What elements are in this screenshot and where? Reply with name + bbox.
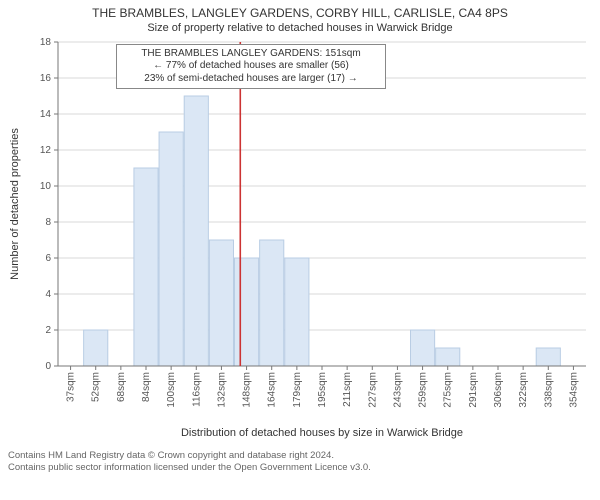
svg-text:8: 8: [45, 217, 51, 228]
svg-text:179sqm: 179sqm: [292, 372, 303, 408]
svg-text:354sqm: 354sqm: [568, 372, 579, 408]
svg-text:322sqm: 322sqm: [518, 372, 529, 408]
svg-text:132sqm: 132sqm: [216, 372, 227, 408]
svg-text:Number of detached properties: Number of detached properties: [9, 127, 21, 279]
footer: Contains HM Land Registry data © Crown c…: [0, 446, 600, 474]
svg-text:14: 14: [40, 109, 52, 120]
annotation-line2: ← 77% of detached houses are smaller (56…: [123, 60, 379, 73]
histogram: 0 2 4 6 8 10 12 14 16 18 37sqm 52sqm 68sqm 84sqm 100sq…: [0, 36, 600, 446]
svg-text:338sqm: 338sqm: [543, 372, 554, 408]
svg-text:243sqm: 243sqm: [392, 372, 403, 408]
annotation-line1: THE BRAMBLES LANGLEY GARDENS: 151sqm: [123, 48, 379, 61]
svg-text:2: 2: [45, 325, 51, 336]
svg-text:227sqm: 227sqm: [367, 372, 378, 408]
svg-text:84sqm: 84sqm: [141, 372, 152, 402]
svg-text:18: 18: [40, 37, 52, 48]
svg-text:306sqm: 306sqm: [493, 372, 504, 408]
svg-text:12: 12: [40, 145, 52, 156]
svg-text:211sqm: 211sqm: [342, 372, 353, 407]
svg-text:100sqm: 100sqm: [166, 372, 177, 408]
svg-text:68sqm: 68sqm: [116, 372, 127, 402]
annotation-line3: 23% of semi-detached houses are larger (…: [123, 73, 379, 86]
svg-text:259sqm: 259sqm: [418, 372, 429, 408]
svg-text:52sqm: 52sqm: [91, 372, 102, 402]
svg-text:164sqm: 164sqm: [267, 372, 278, 408]
svg-text:37sqm: 37sqm: [66, 372, 77, 402]
footer-line2: Contains public sector information licen…: [8, 462, 592, 474]
svg-text:275sqm: 275sqm: [443, 372, 454, 408]
svg-text:148sqm: 148sqm: [242, 372, 253, 408]
svg-text:4: 4: [45, 289, 51, 300]
svg-text:16: 16: [40, 73, 52, 84]
chart-title-main: THE BRAMBLES, LANGLEY GARDENS, CORBY HIL…: [0, 6, 600, 21]
svg-text:116sqm: 116sqm: [191, 372, 202, 407]
svg-text:195sqm: 195sqm: [317, 372, 328, 408]
svg-text:6: 6: [45, 253, 51, 264]
annotation-box: THE BRAMBLES LANGLEY GARDENS: 151sqm ← 7…: [116, 44, 386, 90]
svg-text:0: 0: [45, 361, 51, 372]
svg-text:Distribution of detached house: Distribution of detached houses by size …: [181, 427, 463, 439]
footer-line1: Contains HM Land Registry data © Crown c…: [8, 450, 592, 462]
chart-title-sub: Size of property relative to detached ho…: [0, 22, 600, 36]
chart-area: 0 2 4 6 8 10 12 14 16 18 37sqm 52sqm 68sqm 84sqm 100sq…: [0, 36, 600, 446]
svg-text:10: 10: [40, 181, 52, 192]
svg-text:291sqm: 291sqm: [468, 372, 479, 408]
